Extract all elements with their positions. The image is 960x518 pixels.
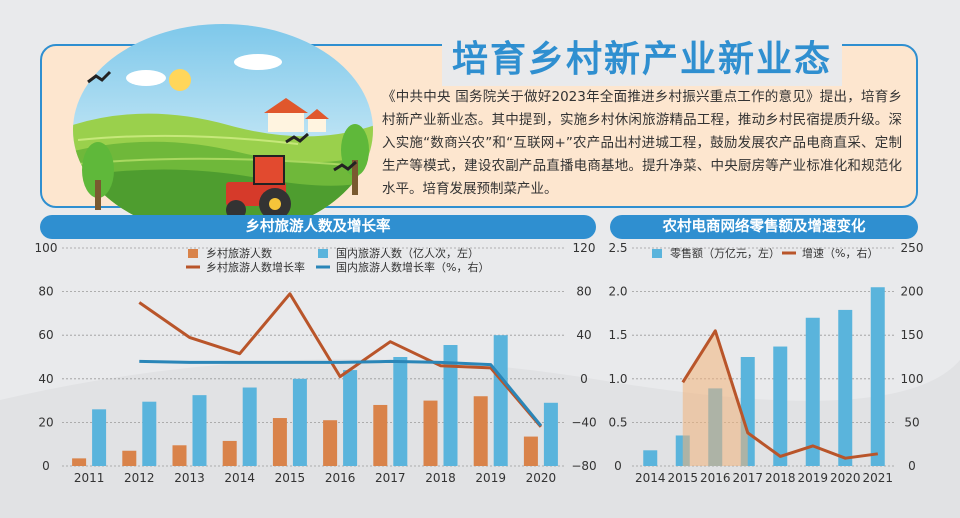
farm-illustration [73, 24, 373, 220]
bar [222, 440, 237, 466]
left-tick-label: 40 [38, 372, 53, 386]
series-line [138, 292, 543, 428]
right-tick-label: 100 [901, 372, 924, 386]
left-tick-label: 2.5 [608, 241, 627, 255]
x-tick-label: 2014 [635, 471, 666, 485]
x-tick-label: 2021 [862, 471, 893, 485]
right-tick-label: 150 [901, 328, 924, 342]
bar [443, 345, 458, 466]
bar [493, 335, 508, 466]
left-tick-label: 20 [38, 415, 53, 429]
x-tick-label: 2016 [700, 471, 731, 485]
x-tick-label: 2017 [732, 471, 763, 485]
left-tick-label: 0.5 [608, 415, 627, 429]
bar [838, 309, 853, 466]
x-tick-label: 2020 [526, 471, 557, 485]
x-tick-label: 2018 [765, 471, 796, 485]
bar [122, 450, 137, 466]
bar [473, 396, 488, 466]
x-tick-label: 2019 [475, 471, 506, 485]
x-tick-label: 2015 [667, 471, 698, 485]
bar [92, 409, 107, 466]
bar [870, 287, 885, 466]
left-tick-label: 100 [35, 241, 58, 255]
left-tick-label: 80 [38, 285, 53, 299]
area-highlight [682, 330, 748, 466]
right-tick-label: 50 [904, 415, 919, 429]
chart1-title: 乡村旅游人数及增长率 [40, 215, 596, 239]
bar [373, 404, 388, 466]
bar [523, 436, 538, 466]
left-tick-label: 0 [614, 459, 622, 473]
x-tick-label: 2013 [174, 471, 205, 485]
x-tick-label: 2014 [224, 471, 255, 485]
legend-swatch [652, 249, 662, 258]
bar [142, 401, 157, 466]
left-tick-label: 1.5 [608, 328, 627, 342]
bar [192, 395, 207, 466]
right-tick-label: 0 [580, 372, 588, 386]
left-tick-label: 60 [38, 328, 53, 342]
bar [543, 402, 558, 466]
x-tick-label: 2016 [325, 471, 356, 485]
right-tick-label: −80 [571, 459, 596, 473]
right-tick-label: 120 [573, 241, 596, 255]
x-tick-label: 2017 [375, 471, 406, 485]
bar [323, 420, 338, 466]
legend-label: 零售额（万亿元，左） [670, 246, 780, 260]
chart2-title: 农村电商网络零售额及增速变化 [610, 215, 918, 239]
bar [292, 378, 307, 466]
left-tick-label: 0 [42, 459, 50, 473]
legend-label: 国内旅游人数增长率（%，右） [336, 260, 489, 274]
legend-label: 增速（%，右） [802, 246, 878, 260]
left-tick-label: 2.0 [608, 285, 627, 299]
series-line [681, 329, 879, 460]
right-tick-label: −40 [571, 415, 596, 429]
x-tick-label: 2012 [124, 471, 155, 485]
series-line [139, 359, 543, 427]
right-tick-label: 40 [576, 328, 591, 342]
bar [272, 418, 287, 466]
right-tick-label: 0 [908, 459, 916, 473]
bar [172, 445, 187, 466]
bar [343, 370, 358, 466]
bar [393, 357, 408, 466]
right-tick-label: 200 [901, 285, 924, 299]
page-title: 培育乡村新产业新业态 [442, 34, 842, 86]
x-tick-label: 2011 [74, 471, 105, 485]
x-tick-label: 2018 [425, 471, 456, 485]
legend-label: 乡村旅游人数 [206, 246, 272, 260]
bar [773, 346, 788, 466]
x-tick-label: 2015 [275, 471, 306, 485]
legend-label: 乡村旅游人数增长率 [206, 260, 305, 274]
right-tick-label: 250 [901, 241, 924, 255]
bar [423, 400, 438, 466]
bar [242, 387, 257, 466]
bar [643, 450, 658, 466]
legend-swatch [188, 249, 198, 258]
right-tick-label: 80 [576, 285, 591, 299]
bar [805, 317, 820, 466]
x-tick-label: 2020 [830, 471, 861, 485]
bar [72, 458, 87, 466]
legend-swatch [318, 249, 328, 258]
intro-text: 《中共中央 国务院关于做好2023年全面推进乡村振兴重点工作的意见》提出，培育乡… [382, 89, 902, 197]
x-tick-label: 2019 [797, 471, 828, 485]
legend-label: 国内旅游人数（亿人次，左） [336, 246, 479, 260]
left-tick-label: 1.0 [608, 372, 627, 386]
